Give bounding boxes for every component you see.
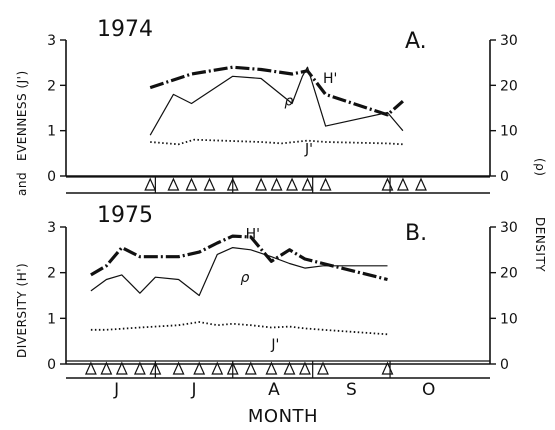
sampling-date-marker bbox=[172, 361, 185, 375]
panel-b-left-axis-label: DIVERSITY (H') bbox=[15, 263, 29, 358]
right-tick-label: 0 bbox=[500, 169, 509, 185]
left-tick-label: 3 bbox=[47, 220, 56, 236]
sampling-date-marker bbox=[299, 361, 311, 375]
sampling-date-marker bbox=[381, 177, 394, 191]
sampling-date-marker bbox=[144, 177, 157, 191]
sampling-date-marker bbox=[283, 361, 296, 375]
left-axis-titles: EVENNESS (J') and DIVERSITY (H') bbox=[15, 70, 29, 358]
sampling-date-marker bbox=[203, 177, 216, 191]
x-axis-label: MONTH bbox=[248, 406, 318, 427]
right-tick-label: 20 bbox=[500, 266, 518, 282]
right-tick-label: 0 bbox=[500, 357, 509, 373]
sampling-date-marker bbox=[226, 361, 239, 375]
sampling-date-marker bbox=[301, 177, 314, 191]
sampling-date-marker bbox=[415, 177, 427, 191]
sampling-date-marker bbox=[100, 361, 113, 375]
sampling-date-marker bbox=[115, 361, 128, 375]
series-evenness-line bbox=[150, 138, 403, 146]
series-label: H' bbox=[323, 71, 337, 87]
series-evenness-line bbox=[90, 321, 388, 336]
left-tick-label: 0 bbox=[47, 169, 56, 185]
sampling-date-marker bbox=[149, 361, 162, 375]
month-label: J bbox=[191, 380, 197, 400]
left-tick-label: 3 bbox=[47, 33, 56, 49]
sampling-date-marker bbox=[255, 177, 268, 191]
month-label: O bbox=[422, 380, 435, 400]
month-label: J bbox=[113, 380, 119, 400]
series-label: J' bbox=[270, 337, 279, 353]
right-tick-label: 10 bbox=[500, 124, 518, 140]
right-tick-label: 10 bbox=[500, 311, 518, 327]
right-tick-label: 20 bbox=[500, 78, 518, 94]
series-label: H' bbox=[246, 226, 260, 242]
sampling-date-marker bbox=[167, 177, 180, 191]
series-density-line bbox=[90, 247, 388, 297]
series-label: J' bbox=[304, 141, 313, 157]
month-label: S bbox=[346, 380, 357, 400]
series-diversity-line bbox=[90, 234, 388, 282]
panel-b-right-axis-label: DENSITY bbox=[533, 217, 547, 272]
left-tick-label: 1 bbox=[47, 311, 56, 327]
sampling-date-marker bbox=[270, 177, 283, 191]
sampling-date-marker bbox=[265, 361, 278, 375]
year-label: 1975 bbox=[97, 203, 153, 228]
left-tick-label: 2 bbox=[47, 266, 56, 282]
panel-a-right-axis-label: (ρ) bbox=[533, 158, 547, 176]
left-axis-and-label: and bbox=[15, 172, 29, 196]
right-tick-label: 30 bbox=[500, 33, 518, 49]
sampling-date-marker bbox=[317, 361, 329, 375]
series-label: ρ bbox=[284, 94, 293, 110]
panel-a-left-axis-label: EVENNESS (J') bbox=[15, 70, 29, 161]
sampling-date-marker bbox=[381, 361, 394, 375]
sampling-date-marker bbox=[185, 177, 198, 191]
year-label: 1974 bbox=[97, 17, 153, 42]
panel-label: A. bbox=[405, 29, 427, 54]
sampling-date-marker bbox=[133, 361, 146, 375]
sampling-date-marker bbox=[397, 177, 409, 191]
series-label: ρ bbox=[240, 270, 249, 286]
panel-label: B. bbox=[405, 221, 427, 246]
sampling-date-marker bbox=[84, 361, 97, 375]
sampling-date-marker bbox=[286, 177, 298, 191]
sampling-date-marker bbox=[244, 361, 257, 375]
left-tick-label: 2 bbox=[47, 78, 56, 94]
series-diversity-line bbox=[149, 65, 404, 117]
series-density-line bbox=[149, 66, 404, 136]
sampling-date-marker bbox=[211, 361, 224, 375]
sampling-date-marker bbox=[226, 177, 239, 191]
sampling-date-marker bbox=[193, 361, 206, 375]
right-tick-label: 30 bbox=[500, 220, 518, 236]
left-tick-label: 1 bbox=[47, 124, 56, 140]
left-tick-label: 0 bbox=[47, 357, 56, 373]
sampling-date-marker bbox=[319, 177, 332, 191]
month-label: A bbox=[268, 380, 280, 400]
